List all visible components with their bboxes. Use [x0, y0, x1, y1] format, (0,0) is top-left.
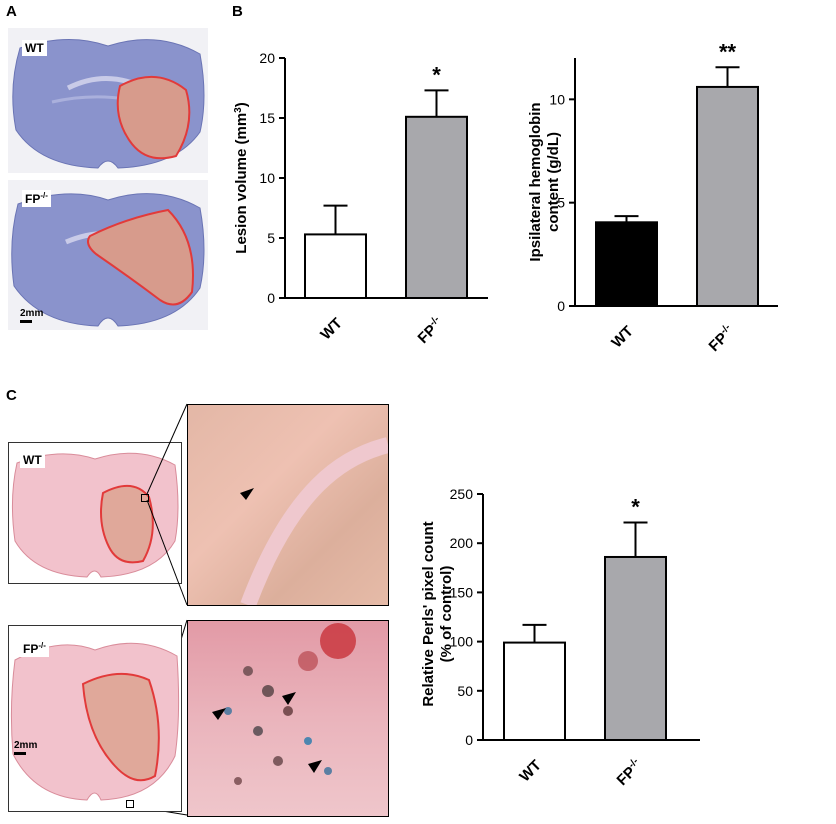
- y-axis-label-close: ): [233, 102, 250, 107]
- y-tick-label: 200: [450, 535, 474, 551]
- bar: [696, 85, 759, 307]
- x-tick-label: FP-/-: [613, 756, 646, 789]
- y-tick-label: 50: [457, 683, 473, 699]
- scale-bar-c-line: [14, 752, 26, 755]
- y-tick-label: 250: [450, 486, 474, 502]
- y-tick-label: 150: [450, 584, 474, 600]
- x-tick-label: WT: [317, 315, 346, 344]
- y-tick-label: 5: [267, 230, 275, 246]
- wt-section-label: WT: [22, 40, 47, 56]
- fp-label-superscript: -/-: [40, 191, 48, 200]
- bar: [405, 115, 468, 299]
- fp-perls-label-text: FP: [23, 642, 39, 656]
- arrowhead-icon: [240, 488, 254, 500]
- fp-section-label: FP-/-: [22, 190, 51, 207]
- y-tick-label: 100: [450, 634, 474, 650]
- wt-perls-label: WT: [20, 452, 45, 468]
- arrowhead-icon: [308, 760, 322, 773]
- panel-label-a: A: [6, 3, 17, 20]
- fp-zoom-box: [126, 800, 134, 808]
- wt-perls-section-image: [8, 442, 182, 584]
- bar: [304, 233, 367, 299]
- perls-chart: Relative Perls' pixel count (% of contro…: [420, 486, 700, 789]
- wt-zoom-box: [141, 494, 149, 502]
- fp-label-text: FP: [25, 192, 41, 206]
- bar: [503, 641, 566, 741]
- scale-bar-a-text: 2mm: [20, 308, 44, 319]
- scale-bar-a-line: [20, 320, 32, 323]
- arrowhead-icon: [282, 692, 296, 705]
- significance-marker: *: [631, 495, 640, 520]
- arrowhead-icon: [212, 708, 226, 720]
- scale-bar-c: 2mm: [14, 740, 37, 755]
- bar: [604, 555, 667, 742]
- x-tick-label: FP-/-: [414, 314, 447, 347]
- x-tick-label: WT: [516, 757, 545, 786]
- significance-marker: **: [719, 39, 737, 64]
- y-axis-label-text: Lesion volume (mm: [233, 113, 250, 254]
- significance-marker: *: [432, 62, 441, 87]
- y-tick-label: 10: [549, 91, 565, 107]
- y-tick-label: 0: [465, 732, 473, 748]
- y-axis-label-superscript: 3: [233, 107, 244, 113]
- fp-perls-zoom-image: [187, 620, 389, 817]
- fp-perls-label-superscript: -/-: [38, 641, 46, 650]
- y-tick-label: 5: [557, 195, 565, 211]
- hemoglobin-chart: Ipsilateral hemoglobin content (g/dL) 0 5…: [527, 39, 778, 355]
- y-axis-label: Lesion volume (mm3): [233, 102, 250, 253]
- panel-label-c: C: [6, 387, 17, 404]
- y-tick-label: 0: [557, 298, 565, 314]
- y-axis-label: Relative Perls' pixel count: [420, 521, 437, 706]
- y-axis-label: Ipsilateral hemoglobin: [527, 102, 544, 261]
- x-tick-label: FP-/-: [705, 322, 738, 355]
- panel-label-b: B: [232, 3, 243, 20]
- y-tick-label: 20: [259, 50, 275, 66]
- fp-perls-section-image: [8, 625, 182, 812]
- x-tick-label: WT: [608, 323, 637, 352]
- y-axis-label-line2: (% of control): [438, 566, 455, 663]
- y-axis-label-line2: content (g/dL): [545, 132, 562, 232]
- fp-perls-label: FP-/-: [20, 640, 49, 657]
- y-tick-label: 10: [259, 170, 275, 186]
- lesion-volume-chart: Lesion volume (mm3) 0 5 10 15 20 WT * FP-/-: [233, 50, 488, 347]
- scale-bar-a: 2mm: [20, 308, 43, 323]
- y-tick-label: 15: [259, 110, 275, 126]
- scale-bar-c-text: 2mm: [14, 740, 38, 751]
- bar: [595, 221, 658, 307]
- wt-perls-zoom-image: [187, 404, 389, 606]
- y-tick-label: 0: [267, 290, 275, 306]
